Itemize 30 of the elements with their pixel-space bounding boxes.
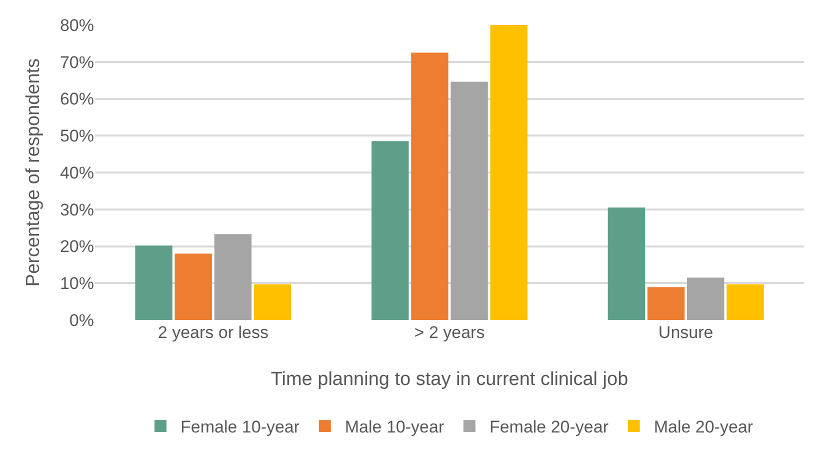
y-tick-label: 80% <box>60 16 94 35</box>
legend-label: Female 20-year <box>489 418 609 437</box>
y-tick-label: 70% <box>60 52 94 72</box>
y-axis-title: Percentage of respondents <box>22 58 44 287</box>
bar <box>608 208 646 320</box>
bar <box>174 254 212 320</box>
y-tick-label: 50% <box>60 126 94 146</box>
x-axis-title: Time planning to stay in current clinical job <box>270 368 628 390</box>
bar <box>372 141 409 320</box>
y-tick-label: 30% <box>60 200 94 220</box>
y-tick-label: 40% <box>60 163 94 182</box>
legend-label: Female 10-year <box>180 418 300 437</box>
x-tick-label: > 2 years <box>414 323 485 342</box>
x-tick-label: Unsure <box>658 323 714 342</box>
bar <box>135 246 172 320</box>
bar <box>450 82 488 320</box>
y-tick-label: 0% <box>69 310 94 330</box>
bar <box>490 25 528 320</box>
bar <box>411 52 448 320</box>
legend-label: Male 20-year <box>654 418 754 437</box>
legend-label: Male 10-year <box>344 418 444 437</box>
y-tick-label: 60% <box>60 90 94 109</box>
bar <box>647 287 685 320</box>
x-tick-label: 2 years or less <box>158 323 268 342</box>
y-tick-label: 20% <box>60 237 94 256</box>
bar <box>687 278 724 320</box>
bar <box>214 234 252 320</box>
bar <box>254 284 292 320</box>
bar <box>726 284 764 320</box>
y-tick-label: 10% <box>60 274 94 294</box>
